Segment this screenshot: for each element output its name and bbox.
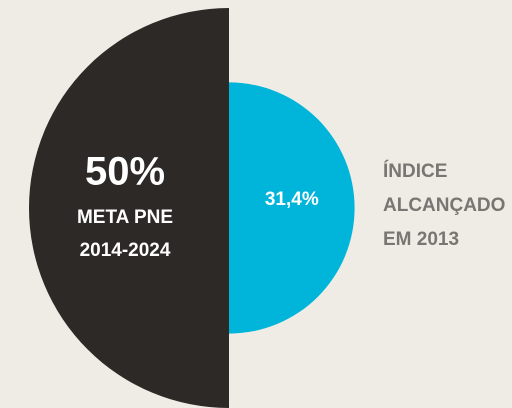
value-label: 31,4% bbox=[265, 189, 319, 210]
half-circle bbox=[229, 82, 355, 334]
half-circle bbox=[29, 8, 229, 408]
category-label: META PNE bbox=[77, 207, 173, 228]
value-label: 50% bbox=[85, 150, 165, 194]
category-label: ALCANÇADO bbox=[383, 195, 505, 216]
category-label: ÍNDICE bbox=[383, 160, 447, 182]
category-label: 2014-2024 bbox=[80, 240, 171, 261]
category-label: EM 2013 bbox=[383, 229, 459, 250]
